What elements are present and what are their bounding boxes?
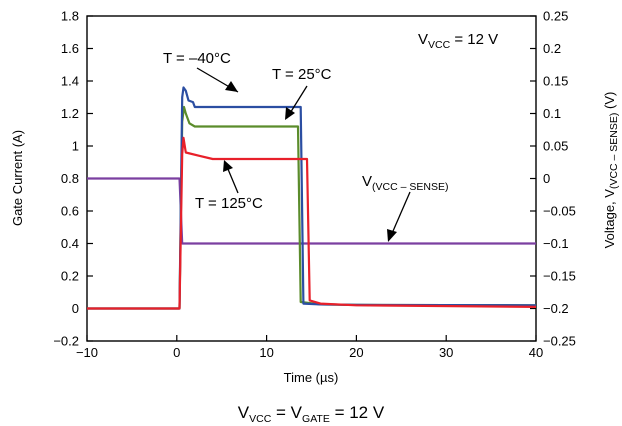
x-axis-title: Time (µs) bbox=[284, 370, 339, 385]
y2-axis-title: Voltage, V(VCC – SENSE) (V) bbox=[602, 92, 620, 249]
left-tick-label: 0.4 bbox=[61, 236, 79, 251]
annotation-minus40: T = –40°C bbox=[163, 50, 231, 67]
series-line-25 bbox=[87, 105, 537, 310]
vcc-label-box bbox=[412, 24, 530, 54]
right-tick-label: 0.05 bbox=[543, 139, 568, 154]
series-line-125 bbox=[87, 136, 537, 310]
right-tick-label: −0.15 bbox=[543, 269, 576, 284]
vcc-label: VVCC = 12 V bbox=[418, 31, 498, 51]
left-tick-label: 1.4 bbox=[61, 74, 79, 89]
left-tick-label: 0.8 bbox=[61, 171, 79, 186]
left-tick-label: 0.6 bbox=[61, 204, 79, 219]
bottom-tick-label: −10 bbox=[76, 345, 98, 360]
y-axis-title: Gate Current (A) bbox=[10, 130, 25, 226]
arrow-vsense bbox=[389, 191, 411, 239]
bottom-tick-label: 10 bbox=[259, 345, 273, 360]
right-tick-label: 0.15 bbox=[543, 74, 568, 89]
right-axis-ticks: −0.25 −0.2 −0.15 −0.1 −0.05 0 0.05 0.1 0.15 0.2 0.… bbox=[530, 9, 576, 349]
bottom-axis-ticks: −10 0 10 20 30 40 bbox=[76, 335, 543, 360]
right-tick-label: 0.25 bbox=[543, 9, 568, 24]
bottom-tick-label: 20 bbox=[349, 345, 363, 360]
left-tick-label: 1.6 bbox=[61, 41, 79, 56]
bottom-tick-label: 30 bbox=[439, 345, 453, 360]
arrowhead-25 bbox=[285, 107, 295, 120]
callout-arrows bbox=[196, 67, 411, 242]
arrowhead-125 bbox=[223, 160, 233, 172]
left-tick-label: 1 bbox=[72, 139, 79, 154]
series-layer bbox=[87, 86, 537, 310]
series-line-vsense bbox=[87, 177, 536, 245]
right-tick-label: −0.25 bbox=[543, 334, 576, 349]
annotation-125: T = 125°C bbox=[195, 195, 263, 212]
left-tick-label: 0 bbox=[72, 301, 79, 316]
bottom-tick-label: 0 bbox=[173, 345, 180, 360]
right-tick-label: −0.05 bbox=[543, 204, 576, 219]
left-tick-label: 1.8 bbox=[61, 9, 79, 24]
arrowhead-vsense bbox=[387, 229, 397, 242]
right-tick-label: 0 bbox=[543, 171, 550, 186]
right-tick-label: −0.1 bbox=[543, 236, 569, 251]
bottom-tick-label: 40 bbox=[529, 345, 543, 360]
arrowhead-minus40 bbox=[225, 81, 238, 92]
left-tick-label: 0.2 bbox=[61, 269, 79, 284]
left-tick-label: −0.2 bbox=[53, 334, 79, 349]
left-axis-ticks: −0.2 0 0.2 0.4 0.6 0.8 1 1.2 1.4 1.6 1.8 bbox=[53, 9, 93, 349]
series-line-minus40 bbox=[87, 86, 537, 310]
left-tick-label: 1.2 bbox=[61, 106, 79, 121]
annotation-25: T = 25°C bbox=[272, 66, 332, 83]
footer-condition: VVCC = VGATE = 12 V bbox=[238, 403, 385, 425]
annotation-vsense: V(VCC – SENSE) bbox=[362, 173, 448, 193]
right-tick-label: 0.2 bbox=[543, 41, 561, 56]
right-tick-label: 0.1 bbox=[543, 106, 561, 121]
right-tick-label: −0.2 bbox=[543, 301, 569, 316]
